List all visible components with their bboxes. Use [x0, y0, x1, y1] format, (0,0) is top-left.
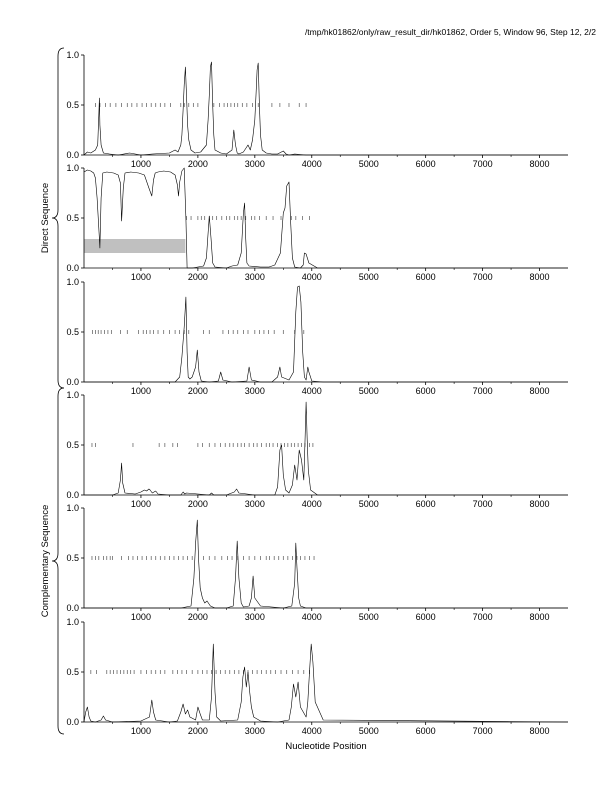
y-tick-label: 0.0: [66, 377, 79, 387]
x-tick-label: 4000: [302, 612, 322, 622]
x-tick-label: 3000: [245, 386, 265, 396]
series-line: [83, 167, 568, 269]
chart-panel-3: 0.0 0.5 1.0 1000 2000 3000 4000 5000 6000 7000 800…: [66, 277, 568, 396]
y-tick-label: 0.0: [66, 717, 79, 727]
x-tick-label: 8000: [530, 726, 550, 736]
y-tick-label: 0.0: [66, 603, 79, 613]
panels: 0.0 0.5 1.0 1000 2000 3000 4000 5000 6000 7000 800…: [66, 50, 569, 736]
x-tick-label: 5000: [359, 159, 379, 169]
y-tick-label: 1.0: [66, 617, 79, 627]
y-tick-label: 0.5: [66, 440, 79, 450]
x-tick-label: 7000: [473, 159, 493, 169]
x-tick-label: 6000: [416, 272, 436, 282]
x-tick-label: 8000: [530, 499, 550, 509]
x-tick-label: 1000: [131, 386, 151, 396]
series-line: [84, 519, 568, 609]
x-tick-label: 5000: [359, 386, 379, 396]
x-tick-label: 7000: [473, 612, 493, 622]
y-tick-label: 0.5: [66, 667, 79, 677]
x-tick-label: 4000: [302, 386, 322, 396]
chart-panel-4: 0.0 0.5 1.0 1000 2000 3000 4000 5000 6000 7000 800…: [66, 390, 568, 509]
group-labels: Direct Sequence Complementary Sequence: [40, 47, 65, 735]
x-axis-title: Nucleotide Position: [285, 741, 366, 752]
x-tick-label: 5000: [359, 499, 379, 509]
x-tick-label: 6000: [416, 726, 436, 736]
x-tick-label: 1000: [131, 612, 151, 622]
x-tick-label: 8000: [530, 386, 550, 396]
x-tick-label: 6000: [416, 499, 436, 509]
x-tick-label: 8000: [530, 272, 550, 282]
complementary-brace: [51, 387, 65, 735]
y-tick-label: 0.5: [66, 213, 79, 223]
x-tick-label: 5000: [359, 612, 379, 622]
x-tick-label: 2000: [188, 386, 208, 396]
x-tick-label: 5000: [359, 726, 379, 736]
x-tick-label: 5000: [359, 272, 379, 282]
series-line: [83, 643, 569, 723]
x-tick-label: 8000: [530, 159, 550, 169]
x-tick-label: 2000: [188, 726, 208, 736]
complementary-sequence-label: Complementary Sequence: [40, 505, 51, 617]
x-tick-label: 7000: [473, 499, 493, 509]
y-tick-label: 0.5: [66, 553, 79, 563]
x-tick-label: 3000: [245, 159, 265, 169]
series-line: [84, 285, 568, 383]
x-tick-label: 3000: [245, 499, 265, 509]
series-line: [84, 401, 568, 496]
x-tick-label: 2000: [188, 159, 208, 169]
x-tick-label: 6000: [416, 386, 436, 396]
x-tick-label: 2000: [188, 499, 208, 509]
chart-panel-5: 0.0 0.5 1.0 1000 2000 3000 4000 5000 6000 7000 800…: [66, 503, 568, 622]
x-tick-label: 1000: [131, 499, 151, 509]
x-tick-label: 2000: [188, 272, 208, 282]
x-tick-label: 6000: [416, 612, 436, 622]
x-tick-label: 2000: [188, 612, 208, 622]
x-tick-label: 1000: [131, 272, 151, 282]
y-tick-label: 1.0: [66, 277, 79, 287]
y-tick-label: 1.0: [66, 503, 79, 513]
direct-sequence-label: Direct Sequence: [40, 183, 51, 253]
direct-brace: [51, 47, 65, 389]
x-tick-label: 1000: [131, 726, 151, 736]
x-tick-label: 3000: [245, 726, 265, 736]
x-tick-label: 4000: [302, 499, 322, 509]
x-tick-label: 8000: [530, 612, 550, 622]
series-line: [83, 61, 568, 156]
header-text: /tmp/hk01862/only/raw_result_dir/hk01862…: [305, 27, 596, 37]
x-tick-label: 7000: [473, 726, 493, 736]
y-tick-label: 0.5: [66, 100, 79, 110]
x-tick-label: 1000: [131, 159, 151, 169]
y-tick-label: 0.0: [66, 490, 79, 500]
highlight-region: [84, 239, 186, 253]
chart-panel-6: 0.0 0.5 1.0 1000 2000 3000 4000 5000 6000 7000 800…: [66, 617, 569, 736]
y-tick-label: 1.0: [66, 163, 79, 173]
y-tick-label: 0.5: [66, 327, 79, 337]
y-tick-label: 0.0: [66, 150, 79, 160]
y-tick-label: 0.0: [66, 263, 79, 273]
x-tick-label: 4000: [302, 159, 322, 169]
x-tick-label: 3000: [245, 272, 265, 282]
x-tick-label: 4000: [302, 272, 322, 282]
chart-panel-2: 0.0 0.5 1.0 1000 2000 3000 4000 5000 6000 7000 800…: [66, 163, 568, 282]
x-tick-label: 6000: [416, 159, 436, 169]
x-tick-label: 7000: [473, 386, 493, 396]
x-tick-label: 3000: [245, 612, 265, 622]
y-tick-label: 1.0: [66, 390, 79, 400]
x-tick-label: 4000: [302, 726, 322, 736]
x-tick-label: 7000: [473, 272, 493, 282]
y-tick-label: 1.0: [66, 50, 79, 60]
chart-panel-1: 0.0 0.5 1.0 1000 2000 3000 4000 5000 6000 7000 800…: [66, 50, 568, 169]
